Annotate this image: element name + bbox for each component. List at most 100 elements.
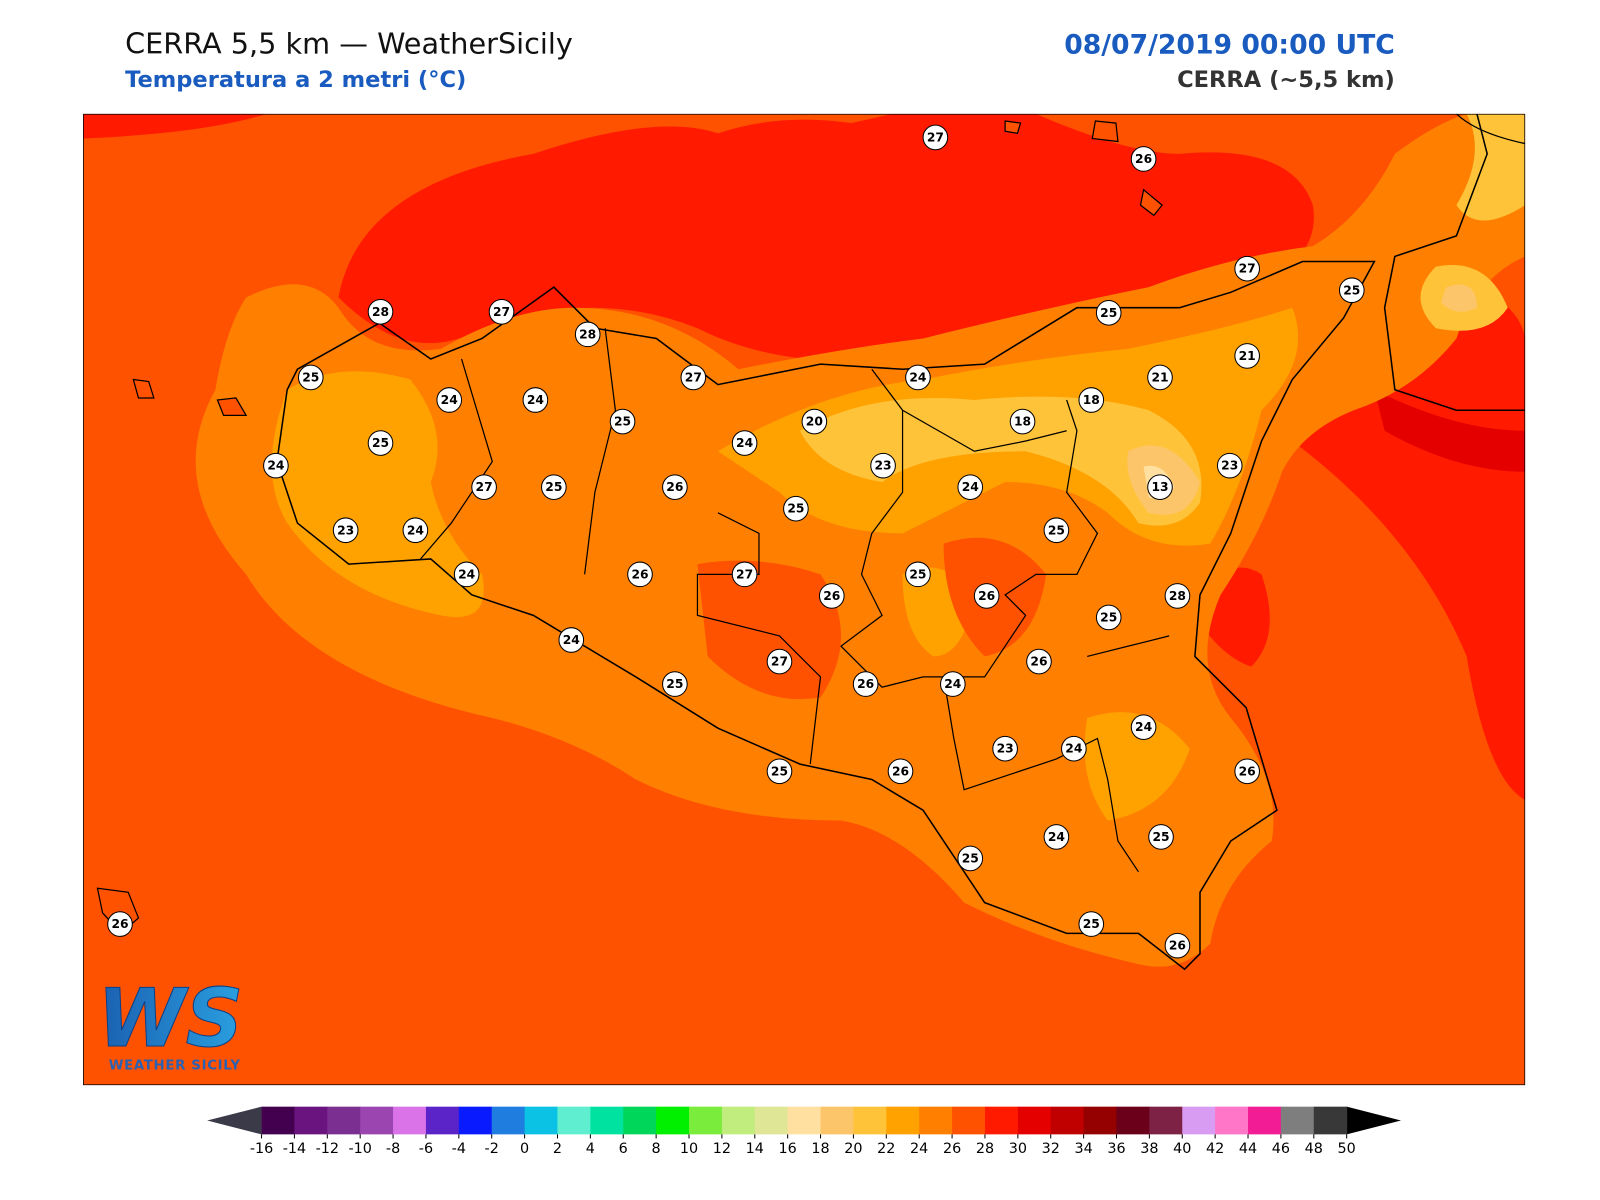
station-marker	[574, 321, 601, 348]
station-value: 26	[111, 917, 128, 931]
station-marker	[680, 364, 707, 391]
station-marker	[801, 408, 828, 435]
colorbar-tick-label: 24	[910, 1141, 928, 1157]
colorbar-swatch	[1313, 1106, 1348, 1135]
colorbar-tick-label: -6	[419, 1141, 433, 1157]
colorbar-tick-label: 4	[586, 1141, 595, 1157]
colorbar-tick-label: 22	[877, 1141, 895, 1157]
station-marker	[922, 124, 949, 151]
station-value: 27	[771, 655, 788, 669]
colorbar-tick-label: 8	[652, 1141, 661, 1157]
colorbar-swatch	[458, 1106, 493, 1135]
colorbar-swatch	[1017, 1106, 1052, 1135]
station-marker	[662, 671, 688, 697]
station-marker	[662, 474, 688, 500]
station-value: 24	[441, 393, 458, 407]
station-value: 24	[1065, 742, 1082, 756]
colorbar-swatch	[754, 1106, 789, 1135]
subtitle: Temperatura a 2 metri (°C)	[125, 67, 466, 93]
station-marker	[471, 474, 497, 500]
colorbar-tick-label: -2	[485, 1141, 499, 1157]
station-marker	[1130, 146, 1157, 172]
colorbar-swatch	[557, 1106, 591, 1135]
colorbar-tick-label: 0	[520, 1141, 529, 1157]
station-value: 24	[527, 393, 544, 407]
colorbar-swatch	[820, 1106, 854, 1135]
colorbar-tick-label: 26	[943, 1141, 961, 1157]
station-value: 26	[857, 677, 874, 691]
colorbar-tick-label: 18	[811, 1141, 829, 1157]
station-marker	[939, 671, 966, 697]
station-marker	[1078, 911, 1105, 937]
logo-name: WEATHER SICILY	[109, 1059, 241, 1074]
station-marker	[436, 387, 463, 413]
colorbar-tick-label: 2	[553, 1141, 562, 1157]
station-value: 25	[1048, 523, 1065, 537]
station-marker	[1234, 255, 1260, 282]
colorbar-tick-label: 20	[844, 1141, 862, 1157]
station-value: 20	[806, 415, 823, 429]
logo: WS WEATHER SICILY	[97, 972, 244, 1074]
colorbar-swatch	[1149, 1106, 1183, 1135]
station-value: 25	[1083, 917, 1100, 931]
colorbar: -16 -14 -12 -10 -8 -6 -4 -2 0 2 4 6 8 10 12 14 16 18 20 22 2…	[207, 1106, 1402, 1157]
station-value: 26	[1169, 939, 1186, 953]
station-value: 28	[579, 327, 596, 341]
station-marker	[453, 561, 480, 588]
colorbar-swatch	[261, 1106, 295, 1135]
station-value: 24	[1048, 830, 1065, 844]
colorbar-tick-label: -10	[348, 1141, 371, 1157]
station-value: 25	[372, 436, 389, 450]
station-value: 23	[1221, 459, 1238, 473]
colorbar-swatch	[656, 1106, 690, 1135]
station-marker	[1234, 758, 1260, 785]
station-value: 24	[736, 436, 753, 450]
colorbar-tick-label: -14	[283, 1141, 306, 1157]
colorbar-swatch	[1182, 1106, 1216, 1135]
station-value: 27	[685, 370, 702, 384]
station-marker	[1164, 583, 1191, 609]
station-value: 18	[1014, 415, 1031, 429]
station-marker	[541, 474, 567, 500]
station-value: 25	[1100, 610, 1117, 624]
colorbar-tick-label: 30	[1009, 1141, 1027, 1157]
station-value: 26	[892, 764, 909, 778]
colorbar-swatch	[721, 1106, 756, 1135]
station-marker	[609, 408, 636, 435]
colorbar-over	[1346, 1106, 1402, 1135]
colorbar-tick-label: 32	[1042, 1141, 1060, 1157]
station-value: 24	[407, 523, 424, 537]
station-value: 24	[267, 459, 284, 473]
datetime: 08/07/2019 00:00 UTC	[1064, 29, 1395, 60]
station-value: 27	[476, 480, 493, 494]
station-marker	[1095, 604, 1122, 631]
station-value: 25	[1152, 830, 1169, 844]
colorbar-tick-label: 40	[1173, 1141, 1191, 1157]
station-marker	[1095, 300, 1122, 326]
station-marker	[1078, 387, 1105, 413]
colorbar-swatch	[1083, 1106, 1118, 1135]
colorbar-swatch	[853, 1106, 887, 1135]
station-value: 23	[997, 742, 1014, 756]
station-marker	[1043, 824, 1070, 850]
colorbar-swatch	[1280, 1106, 1315, 1135]
station-marker	[766, 648, 793, 675]
colorbar-tick-label: 6	[619, 1141, 628, 1157]
station-marker	[558, 627, 585, 653]
station-marker	[1130, 714, 1157, 740]
station-value: 21	[1151, 370, 1168, 384]
colorbar-tick-label: -8	[386, 1141, 400, 1157]
station-value: 21	[1239, 349, 1256, 363]
station-marker	[1164, 932, 1191, 959]
station-marker	[627, 561, 653, 588]
colorbar-swatch	[623, 1106, 657, 1135]
station-value: 24	[563, 633, 580, 647]
station-marker	[905, 364, 931, 391]
station-value: 25	[302, 370, 319, 384]
station-value: 24	[458, 567, 475, 581]
station-marker	[766, 758, 793, 785]
stations: 27 26 27 25 25 28 27 28 25 27 24 21 21 24 24 18 25 20 18 25…	[107, 124, 1365, 959]
station-marker	[1009, 408, 1036, 435]
colorbar-tick-label: 14	[746, 1141, 764, 1157]
